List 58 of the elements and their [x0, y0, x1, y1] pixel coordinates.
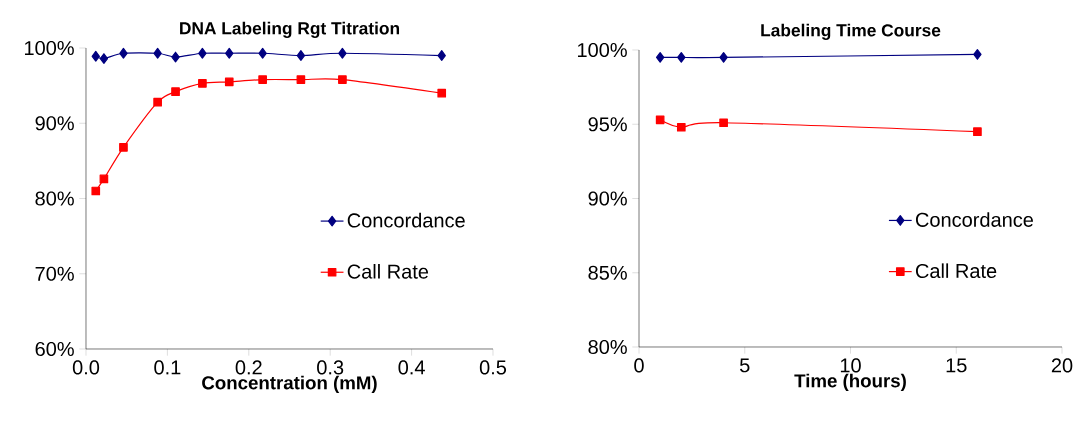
point	[119, 47, 128, 59]
y-tick-label: 100%	[578, 42, 627, 58]
point	[153, 97, 162, 107]
x-tick-label: 0.3	[317, 360, 344, 375]
point	[296, 75, 306, 84]
x-tick-label: 0.0	[72, 360, 100, 375]
point	[437, 50, 446, 61]
point	[719, 118, 728, 128]
point	[655, 115, 665, 125]
point	[338, 75, 347, 84]
legend-label: Call Rate	[347, 264, 429, 279]
legend-label: Concordance	[915, 212, 1033, 227]
y-tick-label: 60%	[35, 341, 74, 357]
x-axis-title: Time (hours)	[794, 373, 906, 392]
y-tick-label: 70%	[35, 266, 74, 281]
point	[338, 47, 347, 59]
point	[258, 47, 267, 59]
point	[676, 122, 686, 132]
y-tick-label: 80%	[588, 339, 627, 355]
y-tick-label: 80%	[35, 191, 74, 206]
point	[719, 52, 728, 63]
point	[258, 75, 267, 84]
point	[677, 52, 686, 63]
x-tick-label: 5	[739, 358, 750, 373]
y-tick-label: 90%	[35, 116, 74, 131]
y-tick-label: 90%	[588, 191, 627, 206]
x-tick-label: 0.4	[398, 360, 425, 375]
chart-title: Labeling Time Course	[761, 23, 941, 40]
point	[437, 88, 447, 98]
x-tick-label: 15	[946, 358, 967, 373]
legend-label: Call Rate	[915, 263, 997, 279]
point	[224, 77, 234, 87]
x-tick-label: 10	[840, 358, 861, 373]
y-tick-label: 100%	[25, 40, 74, 56]
point	[655, 52, 665, 63]
chart-title: DNA Labeling Rgt Titration	[180, 21, 400, 38]
x-tick-label: 0.2	[235, 360, 262, 375]
point	[198, 79, 207, 88]
x-tick-label: 0	[634, 358, 644, 373]
point	[171, 51, 180, 63]
point	[973, 127, 982, 137]
x-tick-label: 0.5	[479, 360, 507, 375]
x-axis-title: Concentration (mM)	[202, 375, 377, 394]
x-tick-label: 0.1	[154, 360, 181, 375]
point	[225, 47, 234, 59]
x-tick-label: 20	[1051, 358, 1073, 373]
y-tick-label: 95%	[588, 117, 627, 132]
y-tick-label: 85%	[588, 265, 627, 280]
point	[171, 87, 180, 96]
point	[91, 50, 100, 62]
point	[973, 49, 982, 60]
point	[91, 186, 101, 196]
point	[296, 50, 306, 61]
point	[99, 53, 109, 64]
legend-label: Concordance	[347, 212, 465, 228]
point	[119, 143, 128, 152]
point	[153, 47, 162, 59]
point	[198, 47, 207, 59]
